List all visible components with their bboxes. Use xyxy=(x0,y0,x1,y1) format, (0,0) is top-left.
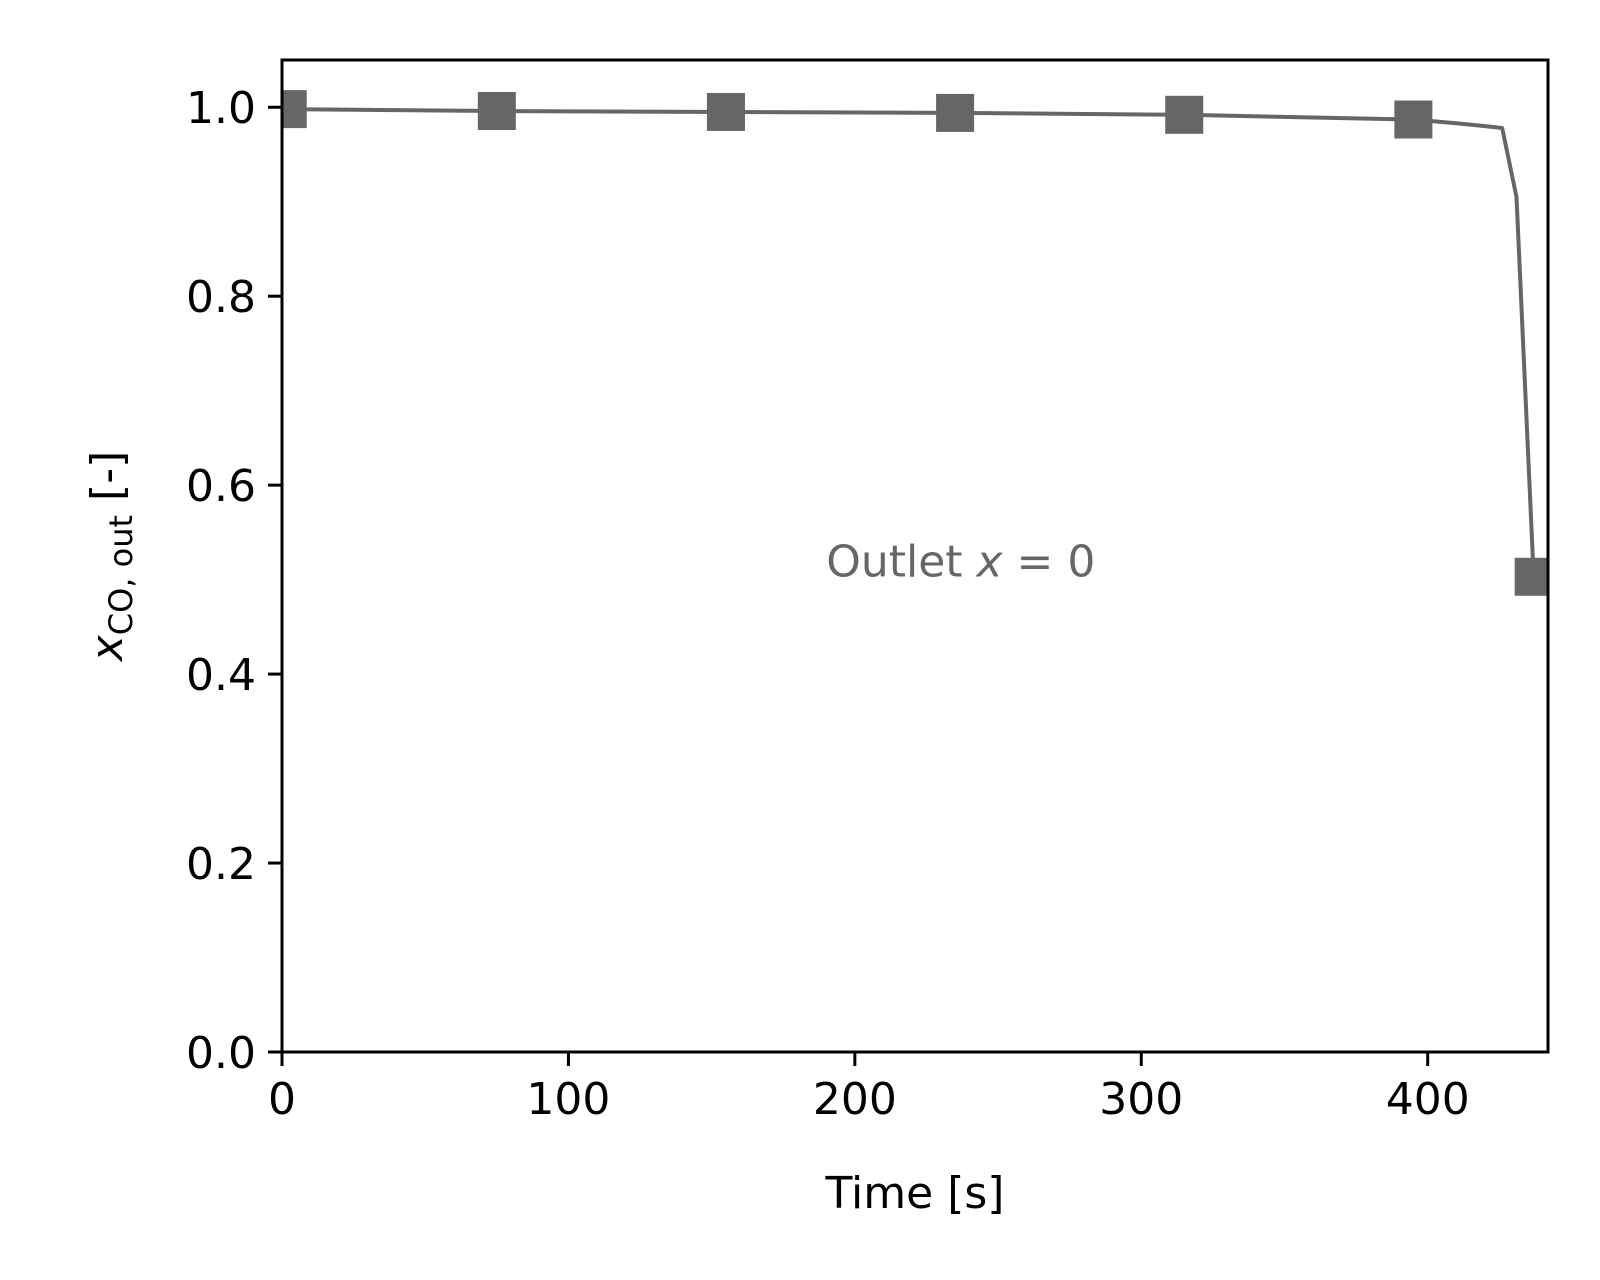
x-tick-label: 200 xyxy=(813,1074,897,1125)
axes-frame xyxy=(280,58,1550,1054)
series-group xyxy=(282,90,1548,596)
y-axis-label-subscript: CO, out xyxy=(102,515,140,635)
data-point-marker xyxy=(1514,557,1548,596)
data-point-marker xyxy=(1165,95,1204,134)
annotation-prefix: Outlet xyxy=(826,537,976,588)
y-tick-label: 0.0 xyxy=(186,1028,256,1079)
x-axis-label: Time [s] xyxy=(825,1168,1005,1219)
y-tick-label: 0.8 xyxy=(186,272,256,323)
y-tick-label: 0.4 xyxy=(186,650,256,701)
x-tick-label: 100 xyxy=(526,1074,610,1125)
y-tick-label: 1.0 xyxy=(186,83,256,134)
y-axis-label: xCO, out [-] xyxy=(82,451,140,664)
data-point-marker xyxy=(1394,100,1433,139)
x-tick-label: 0 xyxy=(268,1074,296,1125)
annotation-outlet: Outlet x = 0 xyxy=(826,537,1095,588)
x-axis: 0 100 200 300 400 xyxy=(268,1052,1470,1125)
y-tick-label: 0.2 xyxy=(186,839,256,890)
y-axis-label-main: x xyxy=(82,634,133,663)
data-point-marker xyxy=(936,93,975,132)
plot-area xyxy=(282,90,1548,596)
data-point-marker xyxy=(282,90,307,129)
annotation-variable: x xyxy=(975,537,1004,588)
y-axis: 0.0 0.2 0.4 0.6 0.8 1.0 xyxy=(186,83,282,1079)
x-tick-label: 300 xyxy=(1099,1074,1183,1125)
y-tick-label: 0.6 xyxy=(186,461,256,512)
data-point-marker xyxy=(477,92,516,131)
x-tick-label: 400 xyxy=(1386,1074,1470,1125)
data-point-marker xyxy=(706,92,745,131)
annotation-equals: = 0 xyxy=(1003,537,1096,588)
y-axis-label-suffix: [-] xyxy=(82,451,133,515)
